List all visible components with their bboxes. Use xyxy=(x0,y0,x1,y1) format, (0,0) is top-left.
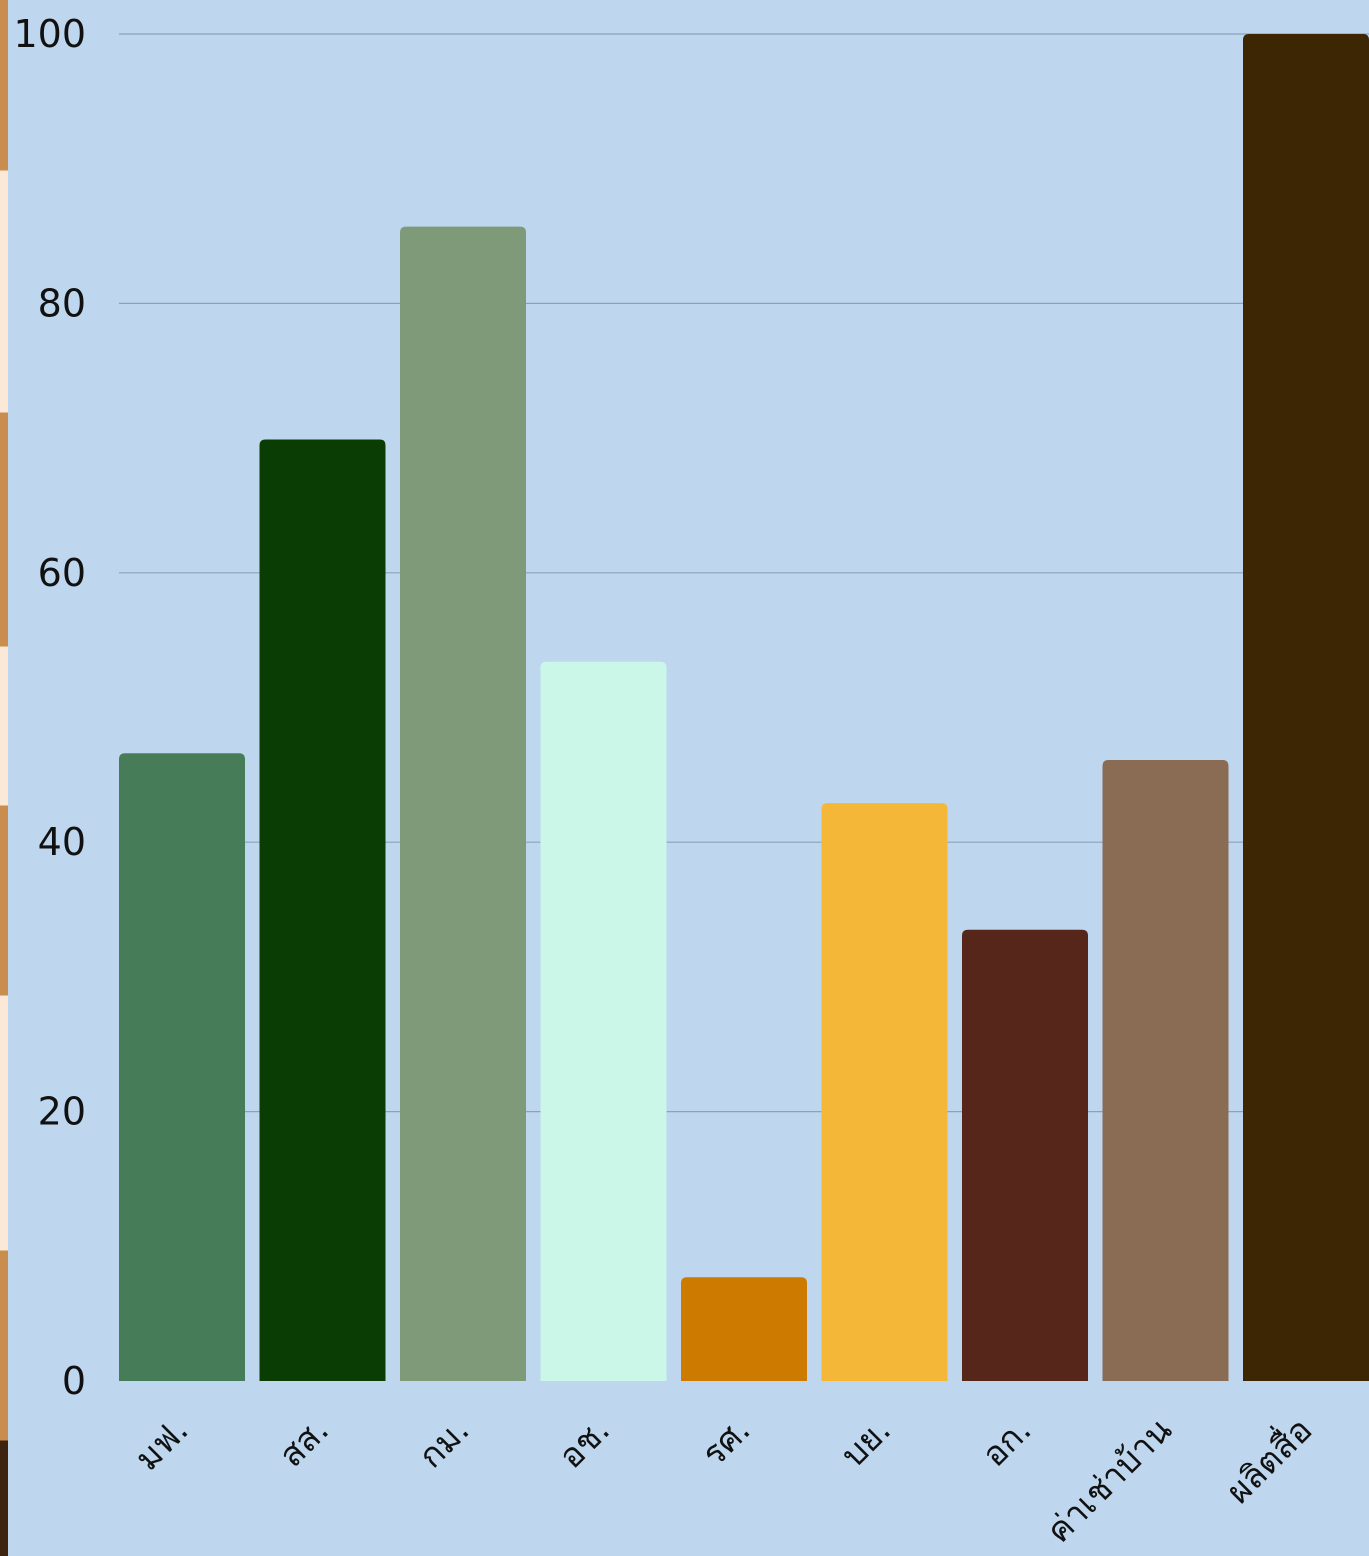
bar-1 xyxy=(259,439,386,1381)
bars xyxy=(119,34,1369,1382)
x-tick-label: ค่าเช่าบ้าน xyxy=(1039,1410,1180,1551)
bar-5 xyxy=(821,803,948,1381)
y-tick-label: 80 xyxy=(38,281,86,325)
x-tick-label: กม. xyxy=(411,1410,477,1476)
y-tick-label: 0 xyxy=(62,1359,86,1403)
bar-3 xyxy=(540,661,667,1381)
bar-2 xyxy=(400,226,526,1382)
x-tick-label: ผลิตสื่อ xyxy=(1216,1407,1321,1512)
x-tick-label: สส. xyxy=(272,1410,337,1475)
x-tick-label: อก. xyxy=(974,1410,1039,1475)
x-tick-label: รศ. xyxy=(694,1410,758,1474)
bar-4 xyxy=(681,1277,807,1381)
bar-6 xyxy=(962,929,1088,1381)
y-axis-ticks: 0 20 40 60 80 100 xyxy=(13,12,86,1403)
x-tick-label: มฟ. xyxy=(128,1410,197,1479)
x-tick-label: อช. xyxy=(551,1410,618,1477)
x-axis-ticks: มฟ. สส. กม. อช. รศ. บย. อก. ค่าเช่าบ้าน ผลิตสื่อ xyxy=(128,1407,1321,1551)
bar-8 xyxy=(1243,34,1369,1381)
y-tick-label: 40 xyxy=(38,820,86,864)
left-edge-strip xyxy=(0,0,8,1556)
y-tick-label: 60 xyxy=(38,551,86,595)
bar-7 xyxy=(1102,760,1229,1381)
y-tick-label: 20 xyxy=(38,1090,86,1134)
y-tick-label: 100 xyxy=(13,12,86,56)
bar-0 xyxy=(119,753,245,1381)
x-tick-label: บย. xyxy=(834,1410,899,1475)
